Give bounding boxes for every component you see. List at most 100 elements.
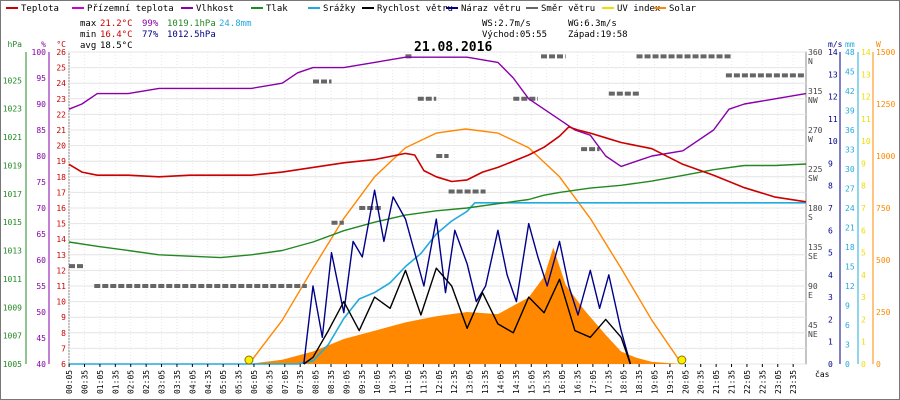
rain-line — [69, 202, 806, 365]
axis-unit-ms: m/s — [828, 40, 843, 49]
axis-pct-tick-10: 50 — [36, 308, 46, 317]
axis-hpa-tick-7: 1011 — [3, 275, 22, 284]
axis-unit-hpa: hPa — [8, 40, 23, 49]
x-tick-label-16: 08:05 — [312, 370, 321, 394]
axis-ms-tick-5: 9 — [828, 159, 833, 168]
x-axis-label: čas — [815, 369, 830, 379]
wind-speed-line — [303, 267, 632, 365]
axis-uv-tick-3: 11 — [861, 115, 871, 124]
stat-min-hum: 77% — [142, 30, 159, 40]
stat-avg-temp: 18.5°C — [100, 41, 133, 51]
legend-label-2: Vlhkost — [196, 4, 234, 14]
axis-uv-tick-9: 5 — [861, 249, 866, 258]
axis-dir-tick-0: 360 — [808, 48, 823, 57]
axis-ms-tick-14: 0 — [828, 360, 833, 369]
stats-block: max 21.2°C 99% 1019.1hPa 24.8mm min 16.4… — [80, 19, 628, 51]
axis-uv-tick-10: 4 — [861, 271, 866, 280]
axis-hpa-tick-3: 1019 — [3, 161, 22, 170]
axis-degc-tick-1: 25 — [56, 64, 66, 73]
axis-ms-tick-0: 14 — [828, 48, 838, 57]
axis-uv-tick-14: 0 — [861, 360, 866, 369]
axis-pct-tick-12: 40 — [36, 360, 46, 369]
axis-mm-tick-7: 27 — [845, 185, 855, 194]
axis-mm-tick-10: 18 — [845, 243, 855, 252]
axis-hpa-tick-1: 1023 — [3, 105, 22, 114]
x-tick-label-12: 06:05 — [250, 370, 259, 394]
axis-degc-tick-14: 12 — [56, 266, 66, 275]
axis-dir-dir-1: NW — [808, 96, 818, 105]
axis-dir-tick-4: 180 — [808, 204, 823, 213]
legend-label-8: UV index — [617, 4, 661, 14]
x-tick-label-1: 00:35 — [81, 370, 90, 394]
axis-uv-tick-4: 10 — [861, 137, 871, 146]
axis-degc-tick-20: 6 — [61, 360, 66, 369]
series-layer — [68, 54, 807, 365]
x-tick-label-13: 06:35 — [265, 370, 274, 394]
x-tick-label-17: 08:35 — [327, 370, 336, 394]
axis-mm-tick-15: 3 — [845, 341, 850, 350]
axis-hpa-tick-6: 1013 — [3, 247, 22, 256]
x-tick-label-32: 16:05 — [558, 370, 567, 394]
x-tick-label-5: 02:35 — [142, 370, 151, 394]
axis-mm-tick-8: 24 — [845, 204, 855, 213]
axis-dir-tick-2: 270 — [808, 126, 823, 135]
x-tick-label-46: 23:05 — [774, 370, 783, 394]
axis-mm-tick-11: 15 — [845, 263, 855, 272]
axis-unit-degc: °C — [56, 40, 66, 49]
x-tick-label-28: 14:05 — [496, 370, 505, 394]
axis-degc-tick-10: 16 — [56, 204, 66, 213]
axis-pct-tick-11: 45 — [36, 334, 46, 343]
axis-degc-tick-3: 23 — [56, 95, 66, 104]
axis-degc-tick-17: 9 — [61, 313, 66, 322]
legend-label-6: Náraz větru — [461, 4, 521, 14]
stat-min-press: 1012.5hPa — [167, 30, 216, 40]
axis-degc-tick-7: 19 — [56, 157, 66, 166]
axis-degc-tick-0: 26 — [56, 48, 66, 57]
axis-ms-tick-2: 12 — [828, 93, 838, 102]
stat-avg-label: avg — [80, 41, 96, 51]
x-tick-label-14: 07:05 — [281, 370, 290, 394]
axis-pct-tick-6: 70 — [36, 204, 46, 213]
stat-min-label: min — [80, 30, 96, 40]
axis-mm-tick-3: 39 — [845, 107, 855, 116]
axis-mm-tick-12: 12 — [845, 282, 855, 291]
axis-degc-tick-16: 10 — [56, 298, 66, 307]
axis-uv-tick-5: 9 — [861, 159, 866, 168]
axis-degc-tick-5: 21 — [56, 126, 66, 135]
x-tick-label-47: 23:35 — [789, 370, 798, 394]
axis-mm-tick-14: 6 — [845, 321, 850, 330]
axis-uv-tick-13: 1 — [861, 338, 866, 347]
axis-dir-dir-0: N — [808, 57, 813, 66]
axis-mm-tick-4: 36 — [845, 126, 855, 135]
x-tick-label-3: 01:35 — [111, 370, 120, 394]
axis-pct-tick-1: 95 — [36, 74, 46, 83]
stat-max-rain: 24.8mm — [219, 19, 252, 29]
solar-max-line — [248, 128, 683, 365]
axis-dir-dir-7: NE — [808, 330, 818, 339]
axis-dir-tick-5: 135 — [808, 243, 823, 252]
axis-uv-tick-1: 13 — [861, 70, 871, 79]
axis-pct-tick-5: 75 — [36, 178, 46, 187]
axis-degc-tick-18: 8 — [61, 329, 66, 338]
axis-ms-tick-10: 4 — [828, 271, 833, 280]
legend: Teplota Přízemní teplota Vlhkost Tlak Srážky… — [6, 4, 697, 14]
axis-degc-tick-2: 24 — [56, 79, 66, 88]
x-tick-label-4: 02:05 — [127, 370, 136, 394]
axis-hpa-tick-10: 1005 — [3, 360, 22, 369]
axis-pct-tick-2: 90 — [36, 100, 46, 109]
axis-degc-tick-19: 7 — [61, 344, 66, 353]
axis-mm-tick-1: 45 — [845, 68, 855, 77]
axis-w-tick-1: 1250 — [876, 100, 895, 109]
legend-label-9: Solar — [669, 4, 697, 14]
x-tick-label-26: 13:05 — [466, 370, 475, 394]
axis-mm-tick-2: 42 — [845, 87, 855, 96]
axis-uv-tick-7: 7 — [861, 204, 866, 213]
stat-ws: WS:2.7m/s — [482, 19, 531, 29]
stat-wg: WG:6.3m/s — [568, 19, 617, 29]
x-tick-label-38: 19:05 — [651, 370, 660, 394]
axis-dir-dir-2: W — [808, 135, 813, 144]
x-tick-label-36: 18:05 — [620, 370, 629, 394]
chart-title: 21.08.2016 — [414, 40, 492, 55]
axis-hpa-tick-8: 1009 — [3, 303, 22, 312]
